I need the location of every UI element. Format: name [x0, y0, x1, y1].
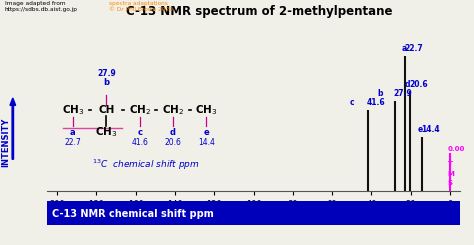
Text: a: a — [70, 128, 76, 137]
Text: T: T — [447, 161, 453, 167]
Text: 41.6: 41.6 — [367, 98, 385, 107]
Text: 22.7: 22.7 — [405, 44, 424, 53]
Text: CH$_3$: CH$_3$ — [62, 103, 84, 117]
Text: 20.6: 20.6 — [164, 138, 182, 147]
Text: 20.6: 20.6 — [409, 80, 428, 88]
Text: Image adapted from
https://sdbs.db.aist.go.jp: Image adapted from https://sdbs.db.aist.… — [5, 1, 78, 12]
Text: $^{13}$C  chemical shift ppm: $^{13}$C chemical shift ppm — [92, 157, 200, 172]
Text: 27.9: 27.9 — [393, 89, 412, 98]
Text: CH$_3$: CH$_3$ — [195, 103, 218, 117]
Text: e: e — [418, 125, 423, 135]
Text: CH$_3$: CH$_3$ — [95, 125, 118, 139]
Text: 14.4: 14.4 — [421, 125, 440, 135]
Text: spectra adaptations
© Dr Phil Brown 2020: spectra adaptations © Dr Phil Brown 2020 — [109, 1, 173, 12]
Text: INTENSITY: INTENSITY — [2, 117, 10, 167]
Text: d: d — [170, 128, 176, 137]
Text: C-13 NMR spectrum of 2-methylpentane: C-13 NMR spectrum of 2-methylpentane — [126, 4, 392, 17]
Text: M: M — [447, 171, 455, 177]
Text: 22.7: 22.7 — [64, 138, 82, 147]
Text: CH$_2$: CH$_2$ — [128, 103, 151, 117]
Text: b: b — [377, 89, 383, 98]
Text: C-13 NMR chemical shift ppm: C-13 NMR chemical shift ppm — [52, 209, 213, 219]
Text: a: a — [401, 44, 407, 53]
Text: c: c — [137, 128, 142, 137]
Text: b: b — [103, 78, 109, 87]
Text: CH$_2$: CH$_2$ — [162, 103, 184, 117]
Text: 14.4: 14.4 — [198, 138, 215, 147]
Text: d: d — [405, 80, 410, 88]
Text: c: c — [350, 98, 355, 107]
Text: CH: CH — [98, 105, 115, 115]
Text: 0.00: 0.00 — [447, 146, 465, 152]
Text: S: S — [447, 180, 453, 186]
Text: 27.9: 27.9 — [97, 69, 116, 78]
Text: e: e — [204, 128, 210, 137]
Text: 41.6: 41.6 — [131, 138, 148, 147]
